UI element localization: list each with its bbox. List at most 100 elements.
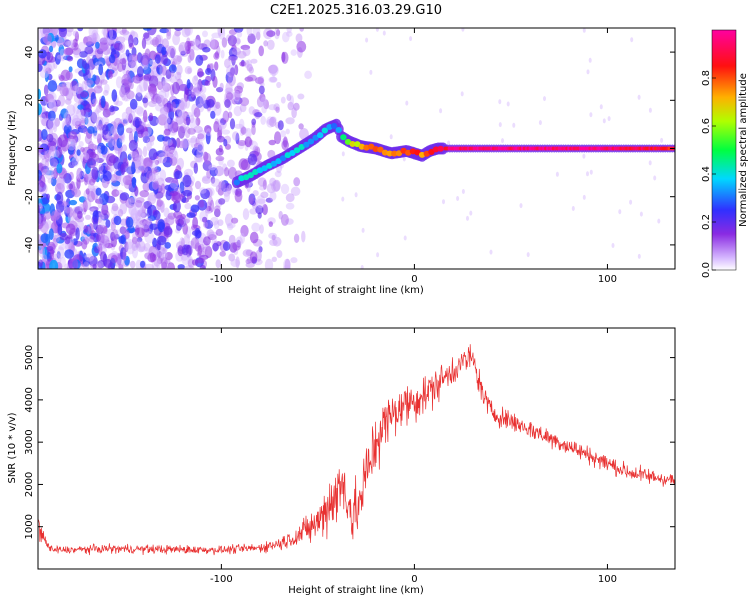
- noise-cell: [163, 102, 174, 113]
- noise-cell: [202, 216, 208, 223]
- noise-cell: [81, 80, 88, 91]
- noise-cell: [589, 112, 593, 118]
- noise-cell: [231, 47, 242, 56]
- noise-cell: [210, 178, 221, 187]
- noise-cell: [161, 263, 167, 269]
- noise-cell: [46, 246, 54, 251]
- noise-cell: [189, 48, 195, 61]
- noise-cell: [79, 50, 88, 58]
- noise-cell: [143, 73, 152, 82]
- noise-cell: [285, 193, 295, 203]
- noise-cell: [442, 199, 445, 205]
- noise-cell: [100, 145, 108, 155]
- noise-cell: [108, 262, 115, 269]
- track-cell: [432, 146, 440, 153]
- noise-cell: [242, 249, 253, 257]
- noise-cell: [56, 246, 65, 259]
- noise-cell: [234, 190, 243, 203]
- noise-cell: [90, 92, 96, 105]
- noise-cell: [238, 158, 249, 170]
- noise-cell: [189, 117, 198, 130]
- noise-cell: [48, 145, 57, 159]
- noise-cell: [58, 83, 65, 91]
- noise-cell: [137, 209, 143, 217]
- noise-cell: [98, 164, 104, 172]
- noise-cell: [193, 107, 201, 118]
- noise-cell: [245, 127, 252, 139]
- noise-cell: [129, 196, 137, 203]
- noise-cell: [182, 139, 188, 150]
- noise-cell: [141, 205, 146, 214]
- noise-cell: [159, 106, 170, 115]
- noise-cell: [119, 202, 128, 215]
- noise-cell: [280, 96, 286, 104]
- noise-cell: [217, 219, 224, 227]
- noise-cell: [174, 170, 183, 179]
- snr-frame: [37, 327, 676, 570]
- noise-cell: [126, 238, 134, 250]
- noise-cell: [76, 167, 83, 179]
- noise-cell: [50, 157, 60, 167]
- noise-cell: [271, 256, 277, 262]
- noise-cell: [224, 87, 234, 95]
- noise-cell: [121, 144, 128, 152]
- noise-cell: [203, 152, 212, 165]
- noise-cell: [181, 28, 191, 38]
- noise-cell: [237, 140, 247, 146]
- snr-xlabel: Height of straight line (km): [288, 585, 424, 596]
- noise-cell: [269, 191, 277, 201]
- noise-cell: [172, 33, 181, 46]
- noise-cell: [187, 67, 192, 74]
- noise-cell: [506, 101, 510, 107]
- noise-cell: [45, 67, 52, 74]
- noise-cell: [46, 193, 50, 200]
- noise-cell: [130, 208, 138, 222]
- noise-cell: [599, 104, 603, 110]
- noise-cell: [376, 252, 380, 258]
- noise-cell: [118, 264, 124, 269]
- noise-cell: [76, 107, 85, 120]
- noise-cell: [249, 196, 254, 205]
- noise-cell: [134, 118, 140, 129]
- noise-cell: [218, 28, 226, 40]
- noise-cell: [128, 203, 137, 217]
- noise-cell: [159, 64, 166, 77]
- noise-cell: [360, 265, 364, 269]
- noise-cell: [271, 65, 277, 78]
- noise-cell: [91, 110, 100, 123]
- noise-cell: [109, 28, 114, 39]
- noise-cell: [148, 172, 156, 182]
- noise-cell: [630, 37, 634, 43]
- noise-cell: [66, 206, 74, 218]
- x-tick-label: -100: [210, 274, 233, 285]
- noise-cell: [586, 171, 589, 177]
- noise-cell: [88, 255, 98, 267]
- noise-cell: [160, 54, 168, 65]
- noise-cell: [72, 38, 78, 48]
- snr-series-line: [38, 344, 675, 556]
- noise-cell: [47, 110, 56, 122]
- noise-cell: [199, 200, 205, 208]
- noise-cell: [248, 106, 255, 115]
- noise-cell: [84, 253, 95, 262]
- noise-cell: [89, 151, 97, 159]
- noise-cell: [173, 210, 183, 219]
- noise-cell: [64, 263, 69, 269]
- noise-cell: [44, 219, 53, 229]
- noise-cell: [46, 51, 51, 61]
- x-tick-label: 0: [411, 574, 417, 585]
- noise-cell: [228, 234, 236, 245]
- noise-cell: [244, 136, 252, 148]
- noise-cell: [146, 139, 152, 152]
- noise-cell: [210, 216, 219, 226]
- noise-cell: [223, 138, 228, 147]
- noise-cell: [159, 250, 168, 259]
- y-tick-label: 0: [24, 145, 35, 151]
- noise-cell: [95, 233, 101, 242]
- noise-cell: [227, 35, 237, 46]
- noise-cell: [212, 242, 220, 252]
- noise-cell: [68, 161, 75, 169]
- noise-cell: [87, 141, 94, 152]
- noise-cell: [54, 34, 59, 42]
- noise-cell: [204, 125, 212, 134]
